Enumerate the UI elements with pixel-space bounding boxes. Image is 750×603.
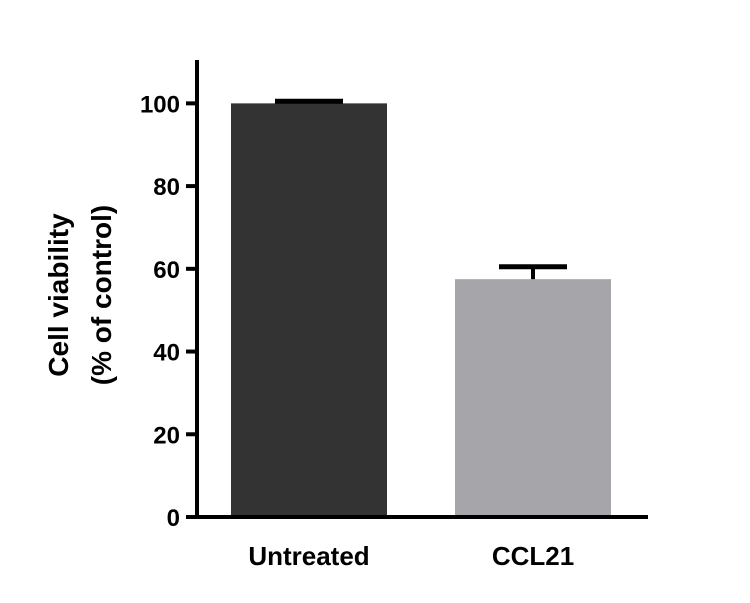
x-category-label: Untreated — [248, 541, 369, 571]
bar-ccl21 — [455, 279, 611, 517]
y-axis-title-line-2: (% of control) — [86, 205, 117, 385]
y-axis-title-line-1: Cell viability — [43, 213, 74, 377]
bar-untreated — [231, 103, 387, 517]
y-axis-ticks: 0 20 40 60 80 100 — [140, 91, 197, 532]
axes — [195, 60, 648, 519]
y-tick-label: 20 — [153, 422, 180, 449]
y-tick-label: 100 — [140, 91, 180, 118]
y-axis-title: Cell viability (% of control) — [43, 205, 117, 385]
y-tick-label: 0 — [167, 505, 180, 532]
y-tick-label: 80 — [153, 174, 180, 201]
x-axis-category-labels: Untreated CCL21 — [248, 541, 574, 571]
y-tick-label: 60 — [153, 257, 180, 284]
x-category-label: CCL21 — [492, 541, 574, 571]
bars — [231, 103, 611, 517]
error-bars — [275, 98, 567, 280]
y-tick-label: 40 — [153, 340, 180, 367]
